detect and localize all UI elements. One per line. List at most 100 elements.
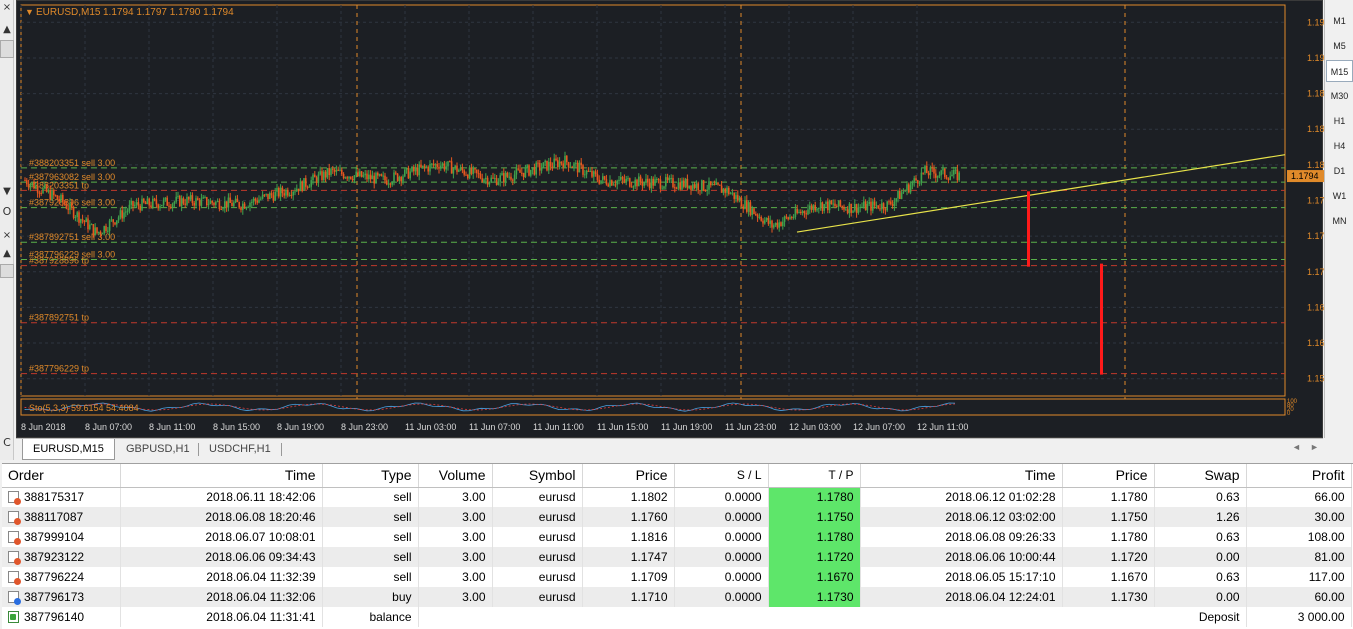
- candle-body: [326, 168, 329, 178]
- timeframe-m15-button[interactable]: M15: [1326, 60, 1353, 82]
- time-tick-label: 12 Jun 07:00: [853, 422, 905, 432]
- candle-body: [938, 175, 941, 177]
- candle-body: [908, 184, 910, 193]
- candle-body: [884, 209, 887, 211]
- table-row[interactable]: 387999104 2018.06.07 10:08:01 sell 3.00 euru…: [2, 527, 1352, 547]
- candle-body: [794, 208, 797, 217]
- timeframe-h1-button[interactable]: H1: [1333, 116, 1346, 126]
- candle-body: [656, 178, 658, 180]
- scroll-up-icon[interactable]: ▲: [3, 248, 11, 259]
- table-row[interactable]: 387796173 2018.06.04 11:32:06 buy 3.00 eurus…: [2, 587, 1352, 607]
- candle-body: [371, 175, 374, 180]
- candle-body: [647, 178, 649, 183]
- candle-body: [220, 209, 222, 211]
- table-row[interactable]: 388175317 2018.06.11 18:42:06 sell 3.00 euru…: [2, 487, 1352, 507]
- col-order[interactable]: Order: [2, 464, 121, 488]
- candle-body: [693, 184, 696, 188]
- candle-body: [836, 206, 838, 208]
- candle-body: [708, 181, 710, 190]
- col-type[interactable]: Type: [322, 464, 419, 488]
- col-tp[interactable]: T / P: [768, 464, 861, 488]
- timeframe-m5-button[interactable]: M5: [1333, 41, 1346, 51]
- sell-order-icon: [8, 511, 21, 525]
- scrollbar-thumb[interactable]: [0, 40, 14, 58]
- panel-label-c[interactable]: C: [3, 436, 11, 449]
- candle-body: [920, 172, 923, 183]
- candle-body: [738, 197, 741, 201]
- candle-body: [67, 208, 69, 210]
- timeframe-m30-button[interactable]: M30: [1330, 91, 1349, 101]
- col-time[interactable]: Time: [120, 464, 323, 488]
- tab-separator: [281, 443, 282, 456]
- col-close-time[interactable]: Time: [860, 464, 1063, 488]
- timeframe-m1-button[interactable]: M1: [1333, 16, 1346, 26]
- candle-body: [679, 182, 681, 190]
- candle-body: [123, 212, 125, 219]
- panel-label-o[interactable]: O: [2, 205, 12, 218]
- candle-body: [634, 179, 636, 187]
- col-sl[interactable]: S / L: [674, 464, 769, 488]
- history-table: Order Time Type Volume Symbol Price S / …: [2, 464, 1352, 627]
- tab-usdchf-h1[interactable]: USDCHF,H1: [209, 443, 271, 455]
- tab-separator: [198, 443, 199, 456]
- candle-body: [530, 169, 532, 176]
- candle-body: [278, 188, 280, 197]
- candle-body: [641, 182, 644, 186]
- tab-scroll-right-icon[interactable]: ►: [1310, 442, 1319, 452]
- candle-body: [535, 162, 537, 175]
- candle-body: [213, 202, 215, 205]
- candlestick-chart[interactable]: 1.1945 1.1910 1.1875 1.1840 1.1805 1.1770 1.17…: [17, 1, 1324, 439]
- balance-label: Deposit: [418, 607, 1247, 627]
- scroll-up-icon[interactable]: ▲: [3, 24, 11, 35]
- candle-body: [567, 162, 570, 168]
- candle-body: [31, 182, 33, 185]
- candle-body: [749, 202, 752, 215]
- col-symbol[interactable]: Symbol: [492, 464, 583, 488]
- scrollbar-thumb[interactable]: [0, 264, 14, 278]
- candle-body: [650, 178, 653, 189]
- candle-body: [504, 172, 507, 183]
- price-cell: 1.1802: [582, 487, 675, 507]
- col-profit[interactable]: Profit: [1246, 464, 1352, 488]
- timeframe-mn-button[interactable]: MN: [1332, 216, 1347, 226]
- tab-scroll-left-icon[interactable]: ◄: [1292, 442, 1301, 452]
- candle-body: [899, 190, 901, 199]
- profit-cell: 66.00: [1246, 487, 1352, 507]
- candle-body: [949, 176, 951, 180]
- candle-body: [186, 196, 188, 205]
- close-icon[interactable]: ×: [2, 230, 12, 241]
- candle-body: [474, 168, 476, 170]
- col-volume[interactable]: Volume: [418, 464, 493, 488]
- type-cell: buy: [322, 587, 419, 607]
- scroll-down-icon[interactable]: ▼: [3, 186, 11, 197]
- candle-body: [843, 206, 845, 210]
- candle-body: [715, 182, 717, 185]
- balance-row[interactable]: 387796140 2018.06.04 11:31:41 balance De…: [2, 607, 1352, 627]
- candle-body: [96, 227, 98, 234]
- candle-body: [470, 167, 473, 174]
- candle-body: [132, 200, 134, 207]
- tab-gbpusd-h1[interactable]: GBPUSD,H1: [126, 443, 190, 455]
- stochastic-tick-label: 0: [1287, 411, 1291, 417]
- tab-eurusd-m15[interactable]: EURUSD,M15: [22, 439, 115, 460]
- col-price[interactable]: Price: [582, 464, 675, 488]
- col-close-price[interactable]: Price: [1062, 464, 1155, 488]
- candle-body: [531, 167, 534, 170]
- candle-body: [117, 217, 120, 221]
- timeframe-w1-button[interactable]: W1: [1332, 191, 1347, 201]
- candle-body: [38, 192, 41, 194]
- candle-body: [301, 181, 303, 191]
- table-row[interactable]: 387923122 2018.06.06 09:34:43 sell 3.00 euru…: [2, 547, 1352, 567]
- candle-body: [620, 177, 622, 180]
- sell-order-icon: [8, 571, 21, 585]
- candle-body: [310, 180, 312, 187]
- col-swap[interactable]: Swap: [1154, 464, 1247, 488]
- close-icon[interactable]: ×: [2, 2, 12, 13]
- table-row[interactable]: 387796224 2018.06.04 11:32:39 sell 3.00 euru…: [2, 567, 1352, 587]
- timeframe-d1-button[interactable]: D1: [1333, 166, 1346, 176]
- table-row[interactable]: 388117087 2018.06.08 18:20:46 sell 3.00 euru…: [2, 507, 1352, 527]
- candle-body: [211, 200, 213, 203]
- price-chart-window[interactable]: 1.1945 1.1910 1.1875 1.1840 1.1805 1.1770 1.17…: [16, 0, 1324, 439]
- timeframe-h4-button[interactable]: H4: [1333, 141, 1346, 151]
- candle-body: [765, 217, 768, 221]
